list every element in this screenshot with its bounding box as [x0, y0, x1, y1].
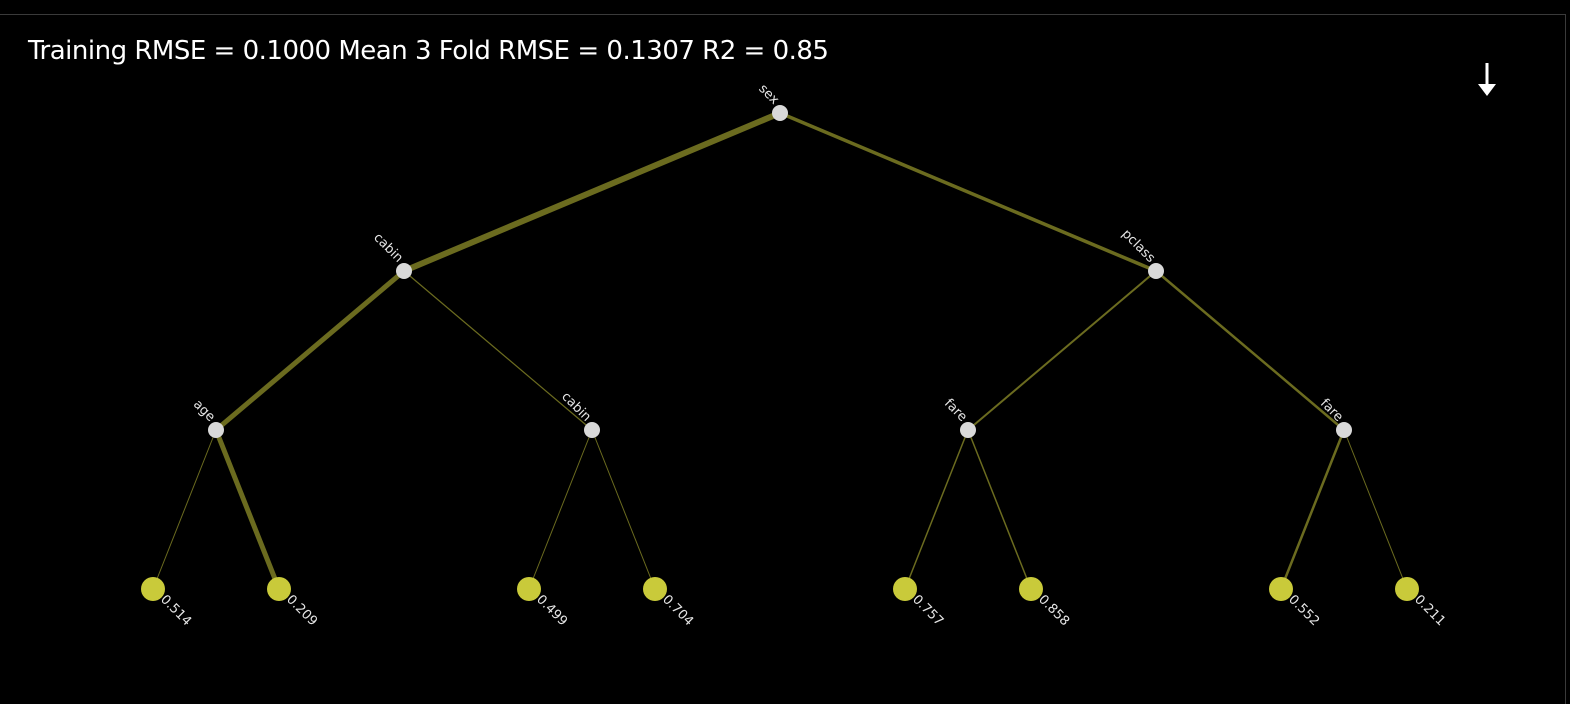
- tree-edge: [213, 268, 407, 433]
- leaf-value-label: 0.552: [1285, 592, 1322, 629]
- split-node-label: age: [190, 397, 218, 425]
- tree-edges: [152, 110, 1408, 592]
- split-node-label: fare: [1317, 396, 1346, 425]
- tree-edge: [1154, 269, 1346, 432]
- leaf-value-label: 0.757: [909, 592, 946, 629]
- tree-edge: [591, 429, 656, 590]
- tree-edge: [1343, 429, 1408, 590]
- split-node[interactable]: [960, 422, 976, 438]
- split-node[interactable]: [1336, 422, 1352, 438]
- right-divider: [1565, 14, 1566, 704]
- leaf-node[interactable]: [1269, 577, 1293, 601]
- tree-edge: [904, 429, 969, 590]
- download-button[interactable]: [1472, 60, 1502, 100]
- leaf-node[interactable]: [893, 577, 917, 601]
- leaf-node[interactable]: [141, 577, 165, 601]
- leaf-value-label: 0.704: [659, 592, 696, 629]
- leaf-node[interactable]: [517, 577, 541, 601]
- leaf-node[interactable]: [267, 577, 291, 601]
- split-node[interactable]: [584, 422, 600, 438]
- split-node[interactable]: [396, 263, 412, 279]
- leaf-value-label: 0.209: [283, 592, 320, 629]
- leaf-value-label: 0.858: [1035, 592, 1072, 629]
- tree-edge: [778, 111, 1158, 273]
- leaf-value-label: 0.211: [1411, 592, 1448, 629]
- leaf-node[interactable]: [643, 577, 667, 601]
- split-node[interactable]: [1148, 263, 1164, 279]
- split-node-label: fare: [941, 396, 970, 425]
- leaf-node[interactable]: [1395, 577, 1419, 601]
- arrow-down-icon: [1478, 63, 1496, 96]
- leaf-value-label: 0.514: [157, 592, 194, 629]
- tree-edge: [528, 429, 593, 590]
- split-node-label: pclass: [1119, 227, 1158, 266]
- tree-edge: [403, 270, 593, 431]
- top-divider: [0, 14, 1566, 15]
- split-node[interactable]: [772, 105, 788, 121]
- metrics-summary: Training RMSE = 0.1000 Mean 3 Fold RMSE …: [28, 36, 829, 66]
- leaf-node[interactable]: [1019, 577, 1043, 601]
- split-node-label: cabin: [370, 230, 406, 266]
- split-node[interactable]: [208, 422, 224, 438]
- tree-edge: [967, 270, 1157, 431]
- tree-nodes: sex cabin pclass age cabin fare fare 0.514 0.209…: [141, 81, 1448, 629]
- split-node-label: cabin: [558, 389, 594, 425]
- tree-edge: [967, 429, 1032, 590]
- tree-edge: [401, 110, 783, 274]
- tree-edge: [213, 427, 282, 592]
- leaf-value-label: 0.499: [533, 592, 570, 629]
- split-node-label: sex: [755, 81, 782, 108]
- tree-edge: [152, 429, 217, 590]
- tree-edge: [1279, 428, 1346, 591]
